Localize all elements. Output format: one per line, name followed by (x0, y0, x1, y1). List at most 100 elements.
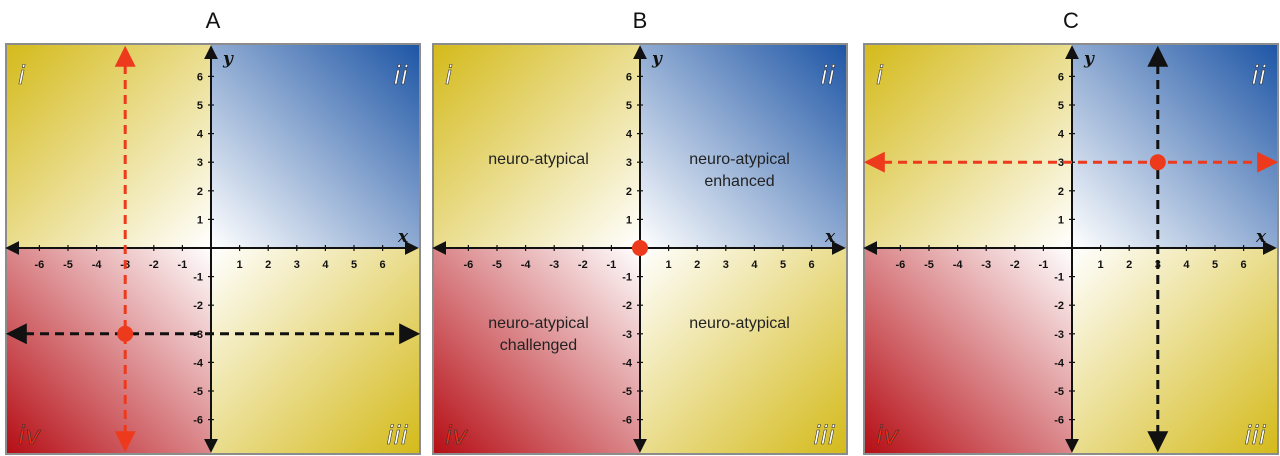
y-tick-label: 2 (197, 186, 203, 198)
quadrant-i-area (6, 44, 211, 248)
quadrant-ii-label: ii (1252, 61, 1267, 91)
x-tick-label: 4 (322, 259, 329, 271)
quadrant-i-label: i (876, 61, 884, 91)
y-tick-label: 4 (197, 129, 204, 141)
panel-a: Axy-6-5-4-3-2-1123456654321-1-2-3-4-5-6i… (5, 8, 421, 455)
y-tick-label: -3 (622, 329, 632, 341)
quadrant-iv-area (864, 248, 1072, 454)
y-tick-label: -4 (622, 357, 633, 369)
x-tick-label: 5 (351, 259, 357, 271)
x-tick-label: 4 (751, 259, 758, 271)
quadrant-iii-area (640, 248, 847, 454)
x-tick-label: -1 (607, 259, 617, 271)
quadrant-iv-area (433, 248, 640, 454)
region-label-bottom-left: challenged (500, 337, 577, 354)
quadrant-iv-area (6, 248, 211, 454)
region-label-top-right: enhanced (704, 173, 774, 190)
y-tick-label: 2 (1058, 186, 1064, 198)
region-label-top-right: neuro-atypical (689, 151, 790, 168)
x-tick-label: -4 (953, 259, 964, 271)
quadrant-iii-label: iii (813, 421, 835, 451)
y-tick-label: 5 (197, 100, 203, 112)
panel-title: C (1063, 8, 1079, 33)
y-tick-label: -4 (1054, 357, 1065, 369)
y-tick-label: -4 (193, 357, 204, 369)
y-tick-label: 6 (197, 71, 203, 83)
y-tick-label: -2 (1054, 300, 1064, 312)
quadrant-iii-area (1072, 248, 1278, 454)
y-axis-label: y (651, 49, 663, 69)
x-tick-label: 3 (723, 259, 729, 271)
quadrant-ii-area (640, 44, 847, 248)
x-tick-label: 2 (265, 259, 271, 271)
panel-title: B (633, 8, 648, 33)
y-tick-label: 1 (626, 214, 632, 226)
x-tick-label: 1 (666, 259, 672, 271)
y-tick-label: 6 (1058, 71, 1064, 83)
quadrant-ii-area (211, 44, 420, 248)
quadrant-i-area (864, 44, 1072, 248)
data-point (632, 240, 648, 256)
y-tick-label: -1 (1054, 272, 1064, 284)
quadrant-iii-label: iii (386, 421, 408, 451)
x-tick-label: 1 (237, 259, 243, 271)
quadrant-iv-label: iv (445, 421, 468, 451)
x-tick-label: 1 (1098, 259, 1104, 271)
x-tick-label: -3 (549, 259, 559, 271)
y-tick-label: -3 (1054, 329, 1064, 341)
x-tick-label: 5 (1212, 259, 1218, 271)
quadrant-i-area (433, 44, 640, 248)
x-tick-label: -5 (924, 259, 934, 271)
x-tick-label: -2 (578, 259, 588, 271)
x-tick-label: -5 (63, 259, 73, 271)
x-tick-label: 6 (809, 259, 815, 271)
y-tick-label: -6 (193, 415, 203, 427)
quadrant-i-label: i (18, 61, 26, 91)
data-point (117, 325, 134, 342)
y-tick-label: -6 (622, 415, 632, 427)
x-tick-label: -2 (1010, 259, 1020, 271)
y-tick-label: -2 (622, 300, 632, 312)
x-tick-label: 6 (380, 259, 386, 271)
panel-title: A (206, 8, 221, 33)
y-tick-label: -5 (1054, 386, 1064, 398)
y-tick-label: -1 (622, 272, 632, 284)
quadrant-i-label: i (445, 61, 453, 91)
y-tick-label: -5 (193, 386, 203, 398)
x-tick-label: 2 (1126, 259, 1132, 271)
x-tick-label: -6 (464, 259, 474, 271)
x-tick-label: -4 (92, 259, 103, 271)
x-tick-label: -1 (178, 259, 188, 271)
x-tick-label: -6 (896, 259, 906, 271)
x-axis-label: x (1255, 227, 1267, 247)
y-axis-label: y (1083, 49, 1095, 69)
quadrant-ii-area (1072, 44, 1278, 248)
x-tick-label: -1 (1039, 259, 1049, 271)
x-tick-label: 2 (694, 259, 700, 271)
y-tick-label: 4 (1058, 129, 1065, 141)
panel-c: Cxy-6-5-4-3-2-1123456654321-1-2-3-4-5-6i… (863, 8, 1279, 455)
y-tick-label: -5 (622, 386, 632, 398)
y-tick-label: 2 (626, 186, 632, 198)
x-axis-label: x (824, 227, 836, 247)
x-tick-label: 6 (1241, 259, 1247, 271)
y-tick-label: 5 (1058, 100, 1064, 112)
region-label-bottom-right: neuro-atypical (689, 315, 790, 332)
x-tick-label: 5 (780, 259, 786, 271)
data-point (1149, 154, 1166, 171)
y-tick-label: -2 (193, 300, 203, 312)
x-tick-label: -2 (149, 259, 159, 271)
region-label-bottom-left: neuro-atypical (488, 315, 589, 332)
panel-b: Bx y -6 -5 -4 -3 -2 -1 1 2 3 4 5 6 6 5 4 3 2 1 -1 -2 -3 -4 -5 -6 i… (432, 8, 848, 455)
quadrant-iv-label: iv (18, 421, 41, 451)
x-tick-label: 3 (294, 259, 300, 271)
x-tick-label: -6 (35, 259, 45, 271)
quadrant-iii-area (211, 248, 420, 454)
x-axis-label: x (397, 227, 409, 247)
y-tick-label: -6 (1054, 415, 1064, 427)
x-tick-label: -5 (492, 259, 502, 271)
y-tick-label: 3 (197, 157, 203, 169)
x-tick-label: -3 (981, 259, 991, 271)
y-tick-label: -1 (193, 272, 203, 284)
